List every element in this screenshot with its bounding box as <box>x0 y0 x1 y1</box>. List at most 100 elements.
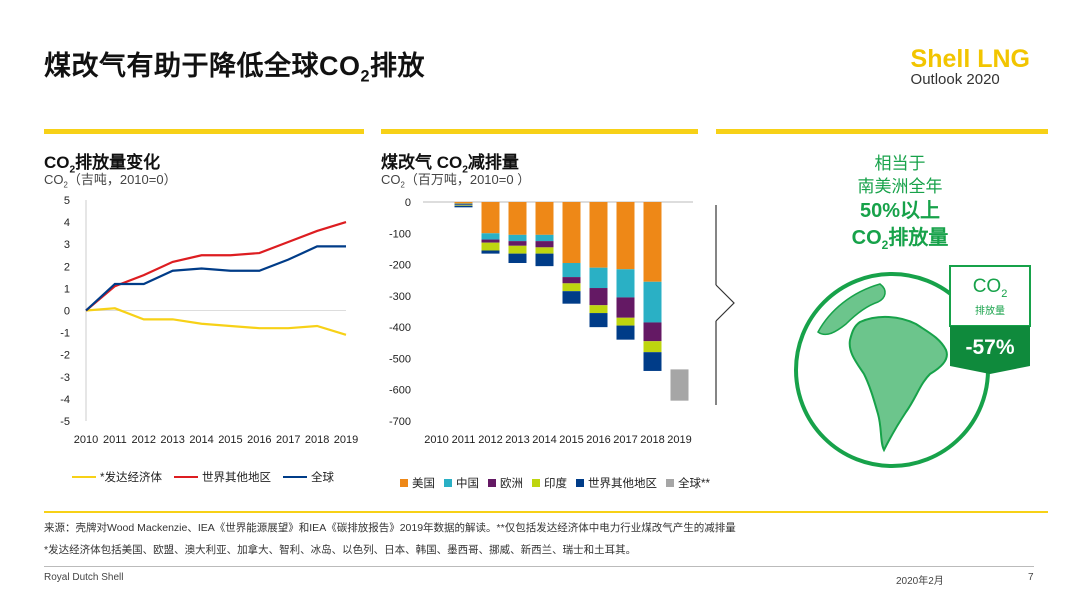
legend-item: 全球** <box>666 475 710 491</box>
footer-rule <box>44 511 1048 513</box>
x-tick-label: 2013 <box>160 434 184 446</box>
bar-segment <box>535 202 554 235</box>
bar-segment <box>643 341 662 353</box>
bar-segment <box>643 202 662 282</box>
y-tick-label: -2 <box>60 350 70 362</box>
x-tick-label: 2011 <box>452 434 476 446</box>
page-number: 7 <box>1028 572 1034 583</box>
footnote-source: 来源：壳牌对Wood Mackenzie、IEA《世界能源展望》和IEA《碳排放… <box>44 522 736 534</box>
legend-item: *发达经济体 <box>72 469 162 485</box>
x-tick-label: 2016 <box>247 434 271 446</box>
bar-segment <box>454 204 473 206</box>
badge-co2: CO2 <box>973 276 1008 300</box>
footer-divider <box>44 566 1034 567</box>
south-america-shape <box>848 316 948 453</box>
legend-label: 印度 <box>544 478 567 490</box>
y-tick-label: -5 <box>60 416 70 428</box>
emissions-line-chart: 5 4 3 2 1 0 -1 -2 -3 -4 -5 2010 2011 2012 2013 2014 2015… <box>60 195 358 446</box>
legend-label: 全球** <box>678 478 710 490</box>
legend-swatch <box>72 475 96 479</box>
y-tick-label: 4 <box>64 217 70 229</box>
y-tick-label: 0 <box>64 306 70 318</box>
legend-swatch <box>532 479 540 487</box>
legend-swatch <box>666 479 674 487</box>
x-tick-label: 2012 <box>132 434 156 446</box>
bar-segment <box>481 239 500 243</box>
legend-label: 世界其他地区 <box>201 472 271 484</box>
bar-segment <box>643 322 662 342</box>
series-line <box>85 221 347 312</box>
x-tick-label: 2014 <box>189 434 213 446</box>
bar-segment <box>616 297 635 318</box>
y-tick-label: 5 <box>64 195 70 207</box>
y-tick-label: -1 <box>60 328 70 340</box>
y-tick-label: -400 <box>389 322 411 334</box>
bar-segment <box>643 281 662 323</box>
bar-segment <box>481 202 500 234</box>
legend-label: 中国 <box>456 478 479 490</box>
callout-line4: CO2排放量 <box>851 227 949 252</box>
legend-item: 世界其他地区 <box>576 475 657 491</box>
legend-label: 欧洲 <box>500 478 523 490</box>
badge-ribbon <box>950 326 1030 374</box>
callout-line2: 南美洲全年 <box>857 177 943 196</box>
y-tick-label: 1 <box>64 283 70 295</box>
y-tick-label: -300 <box>389 291 411 303</box>
bar-segment <box>454 202 473 204</box>
bar-segment <box>562 263 581 278</box>
series-line <box>85 245 346 312</box>
panel2-subtitle: CO2（百万吨，2010=0 ） <box>381 172 531 190</box>
equivalence-callout: 相当于 南美洲全年 50%以上 CO2排放量 <box>800 152 1000 259</box>
x-tick-label: 2019 <box>334 434 358 446</box>
x-tick-label: 2018 <box>640 434 664 446</box>
legend-swatch <box>282 475 307 479</box>
y-tick-label: 2 <box>64 261 70 273</box>
bar-segment <box>454 203 473 205</box>
x-tick-label: 2014 <box>532 434 556 446</box>
y-tick-label: -200 <box>389 260 411 272</box>
panel3-top-bar <box>716 129 1048 134</box>
x-tick-label: 2015 <box>218 434 242 446</box>
legend-label: 世界其他地区 <box>588 478 657 490</box>
y-tick-label: -500 <box>389 353 411 365</box>
panel1-title: CO2排放量变化 <box>44 153 161 176</box>
bar-segment <box>589 288 608 306</box>
south-america-globe-illustration: CO2 排放量 -57% <box>794 265 1031 468</box>
bar-segment <box>589 313 608 328</box>
panel2-top-bar <box>381 129 698 134</box>
x-tick-label: 2010 <box>424 434 448 446</box>
x-tick-label: 2016 <box>586 434 610 446</box>
bar-segment <box>562 277 581 284</box>
bar-segment <box>562 283 581 292</box>
y-tick-label: 3 <box>64 239 70 251</box>
bar-segment <box>508 234 527 242</box>
brand-name: Shell LNG <box>910 45 1030 73</box>
bar-segment <box>481 233 500 240</box>
legend-swatch <box>576 479 584 487</box>
legend-swatch <box>173 475 198 479</box>
legend-label: *发达经济体 <box>100 472 162 484</box>
x-tick-label: 2017 <box>613 434 637 446</box>
y-tick-label: -100 <box>389 228 411 240</box>
x-tick-label: 2013 <box>505 434 529 446</box>
bar-segment <box>481 242 500 251</box>
bar-segment <box>535 241 554 248</box>
bar-segment <box>643 352 662 371</box>
x-tick-label: 2012 <box>478 434 502 446</box>
page-title: 煤改气有助于降低全球CO2排放 <box>44 51 426 86</box>
legend-swatch <box>400 479 408 487</box>
badge-value: -57% <box>965 336 1014 359</box>
bar-segment <box>454 205 473 208</box>
brand-logo: Shell LNG Outlook 2020 <box>911 46 1030 88</box>
callout-line3: 50%以上 <box>859 200 941 222</box>
legend-item: 印度 <box>532 475 567 491</box>
legend-label: 美国 <box>412 478 435 490</box>
north-america-shape <box>817 283 886 336</box>
legend-item: 欧洲 <box>488 475 523 491</box>
footer-date: 2020年2月 <box>896 576 944 587</box>
y-tick-label: 0 <box>405 197 411 209</box>
x-tick-label: 2010 <box>74 434 98 446</box>
series-line <box>85 307 347 336</box>
callout-line1: 相当于 <box>874 154 926 173</box>
